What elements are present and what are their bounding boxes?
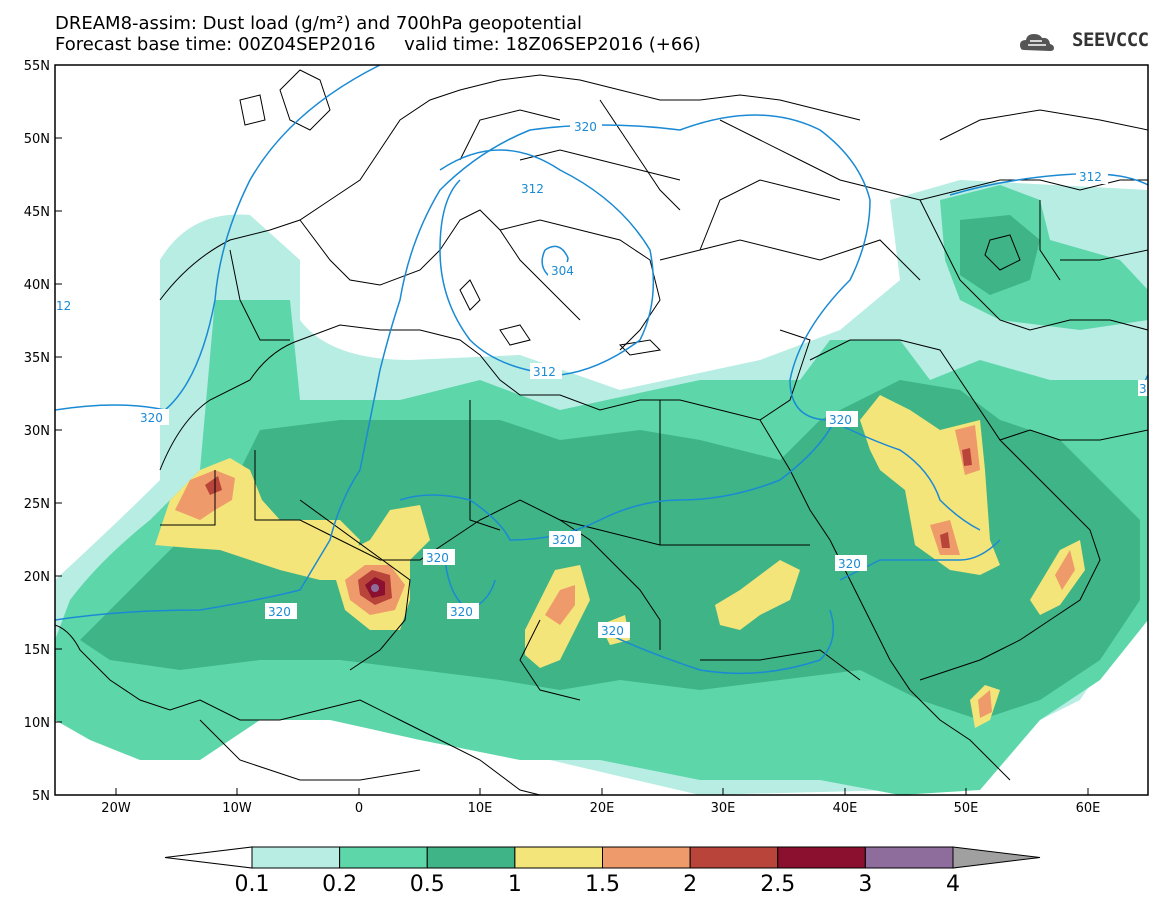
dust-level-1.5-somalia bbox=[978, 690, 992, 718]
contour-label: 320 bbox=[838, 557, 861, 571]
contour-label: 320 bbox=[426, 551, 449, 565]
legend-swatch bbox=[339, 846, 428, 869]
legend-swatch bbox=[689, 846, 779, 869]
legend-swatch bbox=[864, 846, 954, 869]
legend-tick-label: 0.1 bbox=[235, 872, 270, 897]
dust-level-0.5 bbox=[80, 380, 1140, 720]
legend-swatch bbox=[251, 846, 341, 869]
lon-label: 20E bbox=[590, 801, 615, 816]
dust-level-3 bbox=[371, 584, 379, 592]
contour-label: 320 bbox=[829, 413, 852, 427]
lat-label: 40N bbox=[24, 278, 50, 293]
country-borders bbox=[55, 69, 1148, 795]
longitude-labels: 20W 10W 0 10E 20E 30E 40E 50E 60E bbox=[101, 801, 1100, 816]
map-subtitle: Forecast base time: 00Z04SEP2016 valid t… bbox=[55, 34, 701, 55]
legend-swatch bbox=[602, 846, 691, 869]
lon-label: 20W bbox=[101, 801, 131, 816]
lat-label: 10N bbox=[24, 716, 50, 731]
legend-labels: 0.1 0.2 0.5 1 1.5 2 2.5 3 4 bbox=[235, 872, 961, 897]
geopotential-contours bbox=[55, 65, 1148, 675]
lat-label: 35N bbox=[24, 351, 50, 366]
lat-label: 55N bbox=[24, 59, 50, 74]
dust-level-1.5-chad bbox=[545, 585, 575, 625]
legend-tick-label: 2.5 bbox=[760, 872, 795, 897]
legend-swatch bbox=[952, 846, 1041, 869]
map-title: DREAM8-assim: Dust load (g/m²) and 700hP… bbox=[55, 13, 582, 34]
lat-label: 30N bbox=[24, 424, 50, 439]
lon-label: 30E bbox=[711, 801, 736, 816]
lat-label: 5N bbox=[32, 789, 50, 804]
contour-label: 320 bbox=[552, 533, 575, 547]
axis-ticks bbox=[55, 137, 1089, 795]
contour-label: 3 bbox=[1139, 382, 1147, 396]
contour-label: 320 bbox=[140, 411, 163, 425]
legend-tick-label: 3 bbox=[858, 872, 872, 897]
lat-label: 25N bbox=[24, 497, 50, 512]
legend-tick-label: 0.2 bbox=[322, 872, 357, 897]
dust-level-0.5-caspian bbox=[960, 215, 1040, 295]
lon-label: 10W bbox=[222, 801, 252, 816]
contour-label: 320 bbox=[574, 120, 597, 134]
contour-label: 320 bbox=[450, 605, 473, 619]
legend-tick-label: 2 bbox=[683, 872, 697, 897]
legend-tick-label: 1.5 bbox=[585, 872, 620, 897]
legend-swatches bbox=[164, 846, 1041, 869]
contour-label: 320 bbox=[601, 624, 624, 638]
legend-tick-label: 4 bbox=[946, 872, 960, 897]
lat-label: 15N bbox=[24, 643, 50, 658]
lon-label: 0 bbox=[355, 801, 363, 816]
lon-label: 60E bbox=[1076, 801, 1101, 816]
lat-label: 50N bbox=[24, 132, 50, 147]
dust-level-1.5-west bbox=[175, 470, 235, 520]
legend-tick-label: 1 bbox=[508, 872, 522, 897]
lon-label: 50E bbox=[954, 801, 979, 816]
dust-fields bbox=[55, 180, 1148, 795]
dust-level-1-sudan bbox=[715, 560, 800, 630]
latitude-labels: 55N 50N 45N 40N 35N 30N 25N 20N 15N 10N … bbox=[24, 59, 50, 804]
legend-swatch bbox=[777, 846, 866, 869]
legend-swatch bbox=[164, 846, 253, 869]
lon-label: 10E bbox=[468, 801, 493, 816]
dust-level-1.5-oman bbox=[1055, 550, 1075, 590]
contour-label: 312 bbox=[533, 365, 556, 379]
contour-label: 320 bbox=[268, 605, 291, 619]
legend-tick-label: 0.5 bbox=[410, 872, 445, 897]
dust-level-2-west bbox=[205, 476, 222, 495]
contour-label: 312 bbox=[1079, 170, 1102, 184]
lat-label: 45N bbox=[24, 205, 50, 220]
logo-text: SEEVCCC bbox=[1072, 29, 1149, 51]
lon-label: 40E bbox=[833, 801, 858, 816]
contour-label: 304 bbox=[551, 264, 574, 278]
lat-label: 20N bbox=[24, 570, 50, 585]
contour-labels: 320 312 304 312 12 320 320 320 320 320 3… bbox=[55, 118, 1148, 638]
dust-level-2-gulf bbox=[940, 448, 972, 548]
contour-label: 12 bbox=[56, 299, 71, 313]
legend-swatch bbox=[426, 846, 516, 869]
contour-label: 312 bbox=[521, 182, 544, 196]
cloud-icon bbox=[1020, 34, 1054, 51]
legend-swatch bbox=[514, 846, 603, 869]
